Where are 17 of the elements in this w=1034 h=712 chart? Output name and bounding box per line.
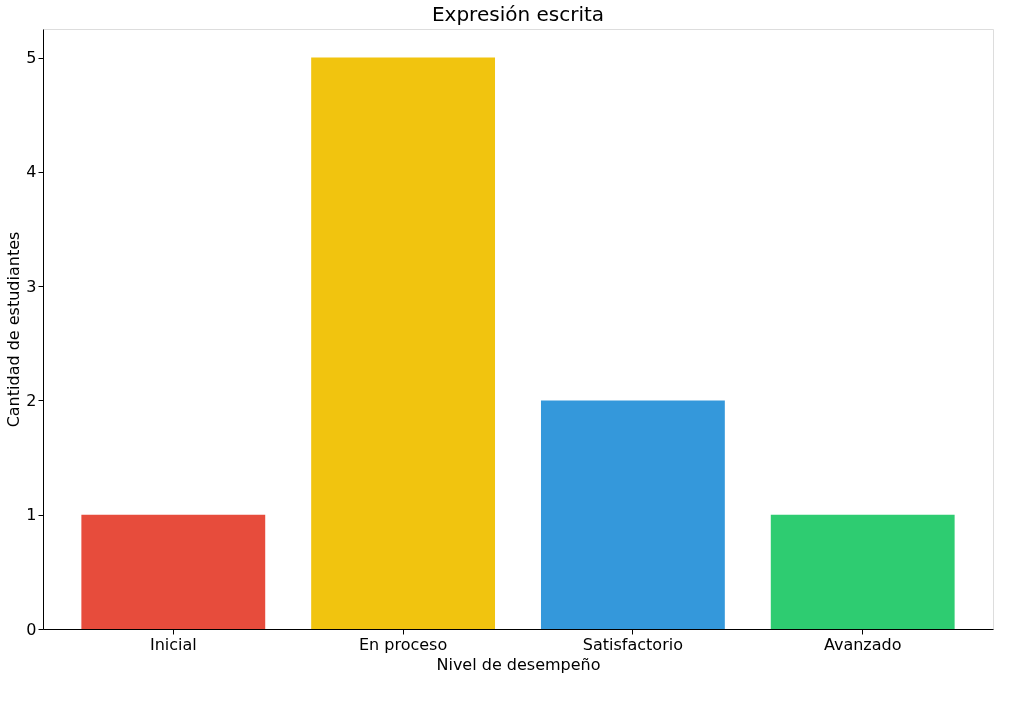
bar bbox=[311, 57, 496, 629]
y-tick-label: 1 bbox=[26, 505, 37, 525]
x-axis-title: Nivel de desempeño bbox=[436, 654, 601, 674]
y-axis-title: Cantidad de estudiantes bbox=[4, 231, 24, 428]
x-tick-label: Inicial bbox=[149, 634, 197, 654]
bar bbox=[770, 514, 955, 629]
bar bbox=[81, 514, 266, 629]
y-tick-label: 5 bbox=[26, 48, 37, 68]
x-tick-label: En proceso bbox=[358, 634, 448, 654]
y-tick-label: 3 bbox=[26, 276, 37, 296]
chart-title: Expresión escrita bbox=[431, 2, 605, 26]
x-tick-label: Satisfactorio bbox=[582, 634, 683, 654]
bar bbox=[540, 400, 725, 629]
y-tick-label: 0 bbox=[26, 619, 37, 639]
y-tick-label: 4 bbox=[26, 162, 37, 182]
x-tick-label: Avanzado bbox=[823, 634, 902, 654]
y-tick-label: 2 bbox=[26, 390, 37, 410]
